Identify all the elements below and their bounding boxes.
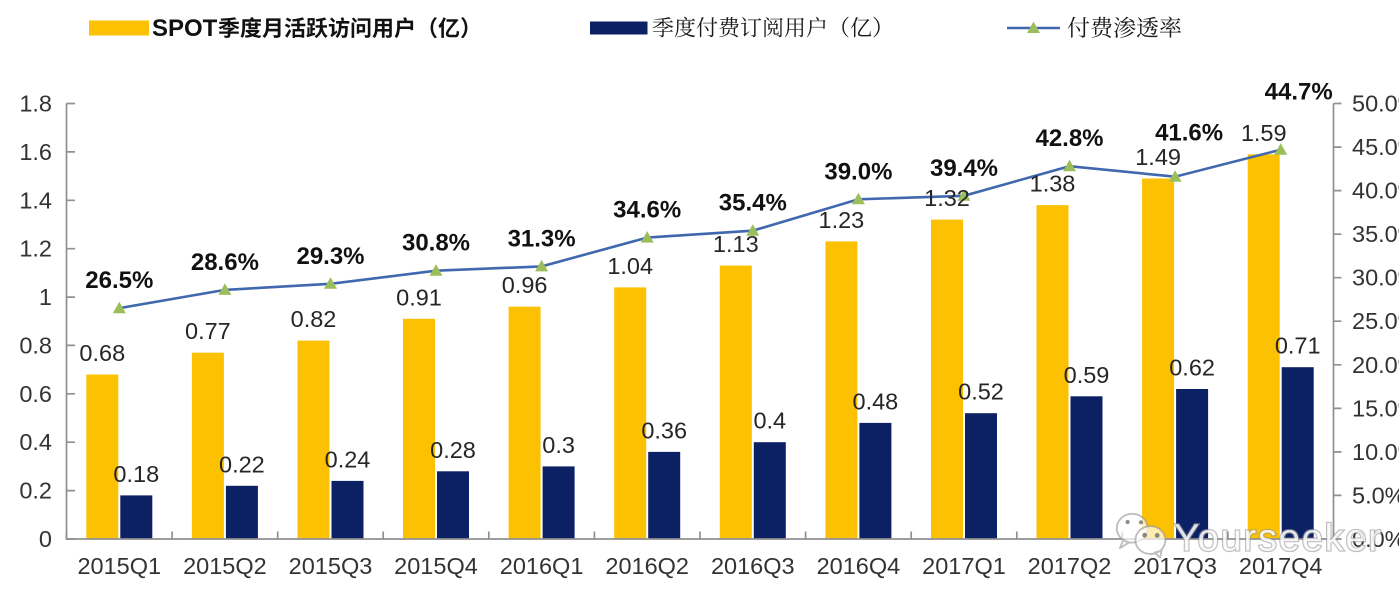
svg-text:2016Q2: 2016Q2 [605, 553, 689, 579]
svg-text:26.5%: 26.5% [85, 267, 153, 294]
svg-text:0.24: 0.24 [325, 446, 371, 472]
svg-text:25.0%: 25.0% [1352, 308, 1399, 334]
svg-text:2015Q4: 2015Q4 [394, 553, 478, 579]
svg-text:0.71: 0.71 [1275, 333, 1321, 359]
svg-text:0.6: 0.6 [19, 381, 52, 407]
svg-text:30.0%: 30.0% [1352, 265, 1399, 291]
svg-text:35.0%: 35.0% [1352, 221, 1399, 247]
svg-text:1.38: 1.38 [1030, 171, 1076, 197]
svg-text:0.28: 0.28 [430, 437, 476, 463]
svg-text:35.4%: 35.4% [719, 190, 787, 217]
svg-text:29.3%: 29.3% [296, 243, 364, 270]
svg-text:0.8: 0.8 [19, 332, 52, 358]
svg-text:0.59: 0.59 [1064, 362, 1110, 388]
svg-text:0.68: 0.68 [79, 340, 125, 366]
svg-text:34.6%: 34.6% [613, 197, 681, 224]
svg-text:0.82: 0.82 [291, 306, 337, 332]
svg-text:1.59: 1.59 [1241, 120, 1287, 146]
svg-text:1.49: 1.49 [1135, 144, 1181, 170]
svg-text:0.3: 0.3 [542, 432, 575, 458]
svg-text:10.0%: 10.0% [1352, 439, 1399, 465]
svg-text:1.13: 1.13 [713, 231, 759, 257]
svg-text:1.6: 1.6 [19, 139, 52, 165]
svg-text:0.48: 0.48 [853, 388, 899, 414]
svg-text:2017Q1: 2017Q1 [922, 553, 1006, 579]
svg-text:20.0%: 20.0% [1352, 352, 1399, 378]
svg-text:1: 1 [39, 284, 52, 310]
svg-text:0.4: 0.4 [753, 408, 786, 434]
svg-text:2017Q2: 2017Q2 [1028, 553, 1112, 579]
svg-text:2016Q1: 2016Q1 [500, 553, 584, 579]
svg-text:2017Q4: 2017Q4 [1239, 553, 1323, 579]
svg-text:0.22: 0.22 [219, 451, 265, 477]
svg-text:0.52: 0.52 [958, 379, 1004, 405]
svg-text:2017Q3: 2017Q3 [1133, 553, 1217, 579]
svg-text:2016Q3: 2016Q3 [711, 553, 795, 579]
svg-text:28.6%: 28.6% [191, 249, 259, 276]
svg-text:15.0%: 15.0% [1352, 395, 1399, 421]
svg-text:1.4: 1.4 [19, 187, 52, 213]
svg-text:1.23: 1.23 [819, 207, 865, 233]
svg-text:42.8%: 42.8% [1035, 125, 1103, 152]
svg-text:50.0%: 50.0% [1352, 91, 1399, 117]
svg-text:0.2: 0.2 [19, 478, 52, 504]
svg-text:0.36: 0.36 [641, 417, 687, 443]
svg-text:0.96: 0.96 [502, 272, 548, 298]
svg-text:41.6%: 41.6% [1155, 120, 1223, 147]
svg-text:0.18: 0.18 [113, 461, 159, 487]
svg-text:40.0%: 40.0% [1352, 178, 1399, 204]
svg-text:2015Q1: 2015Q1 [77, 553, 161, 579]
svg-text:44.7%: 44.7% [1265, 79, 1333, 106]
svg-text:0.4: 0.4 [19, 429, 52, 455]
svg-text:1.8: 1.8 [19, 91, 52, 117]
svg-text:1.2: 1.2 [19, 236, 52, 262]
svg-text:0.91: 0.91 [396, 284, 442, 310]
svg-text:0.62: 0.62 [1169, 355, 1215, 381]
svg-text:31.3%: 31.3% [508, 225, 576, 252]
svg-text:1.32: 1.32 [924, 185, 970, 211]
svg-text:2015Q2: 2015Q2 [183, 553, 267, 579]
svg-text:5.0%: 5.0% [1352, 482, 1399, 508]
svg-text:0.77: 0.77 [185, 318, 231, 344]
svg-text:0.0%: 0.0% [1352, 526, 1399, 552]
svg-text:39.4%: 39.4% [930, 155, 998, 182]
svg-text:30.8%: 30.8% [402, 230, 470, 257]
svg-text:Yourseeker: Yourseeker [1174, 518, 1383, 560]
svg-text:2016Q4: 2016Q4 [817, 553, 901, 579]
svg-text:39.0%: 39.0% [824, 158, 892, 185]
svg-text:0: 0 [39, 526, 52, 552]
svg-text:2015Q3: 2015Q3 [289, 553, 373, 579]
svg-text:SPOT: SPOT [152, 15, 218, 42]
svg-text:45.0%: 45.0% [1352, 134, 1399, 160]
svg-text:1.04: 1.04 [607, 253, 653, 279]
